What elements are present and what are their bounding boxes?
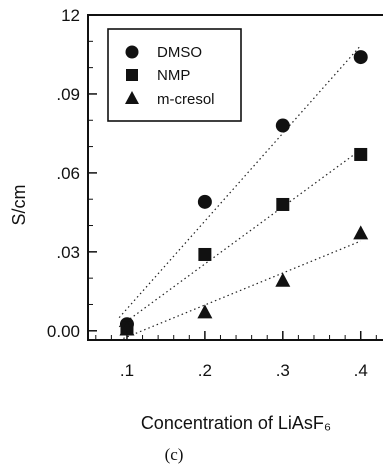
x-tick-label: .1	[120, 361, 134, 380]
y-tick-label: 0.00	[47, 322, 80, 341]
y-tick-label: .09	[56, 85, 80, 104]
y-tick-label: 12	[61, 6, 80, 25]
legend-label-dmso: DMSO	[157, 44, 202, 61]
x-tick-label: .4	[354, 361, 368, 380]
data-point-m-cresol	[353, 225, 369, 240]
data-point-nmp	[276, 197, 290, 211]
legend-label-nmp: NMP	[157, 67, 190, 84]
fit-line-m-cresol	[118, 240, 361, 341]
legend-label-m-cresol: m-cresol	[157, 91, 215, 108]
data-point-dmso	[275, 118, 290, 133]
data-point-m-cresol	[275, 272, 291, 287]
data-point-m-cresol	[119, 321, 135, 336]
y-tick-label: .03	[56, 243, 80, 262]
panel-label: (c)	[165, 445, 184, 464]
y-tick-label: .06	[56, 164, 80, 183]
legend: DMSO NMP m-cresol	[107, 28, 242, 122]
data-point-dmso	[197, 194, 212, 209]
x-axis-title: Concentration of LiAsF₆	[141, 413, 331, 433]
plot-frame	[87, 14, 383, 341]
data-point-nmp	[354, 147, 368, 161]
legend-marker-dmso	[125, 45, 139, 59]
data-point-m-cresol	[197, 304, 213, 319]
data-point-nmp	[198, 247, 212, 261]
x-tick-label: .3	[276, 361, 290, 380]
data-point-dmso	[353, 50, 368, 65]
legend-marker-nmp	[126, 69, 138, 81]
y-axis-title: S/cm	[9, 184, 29, 225]
legend-marker-m-cresol	[125, 91, 139, 104]
fit-line-nmp	[118, 149, 362, 328]
x-tick-label: .2	[198, 361, 212, 380]
